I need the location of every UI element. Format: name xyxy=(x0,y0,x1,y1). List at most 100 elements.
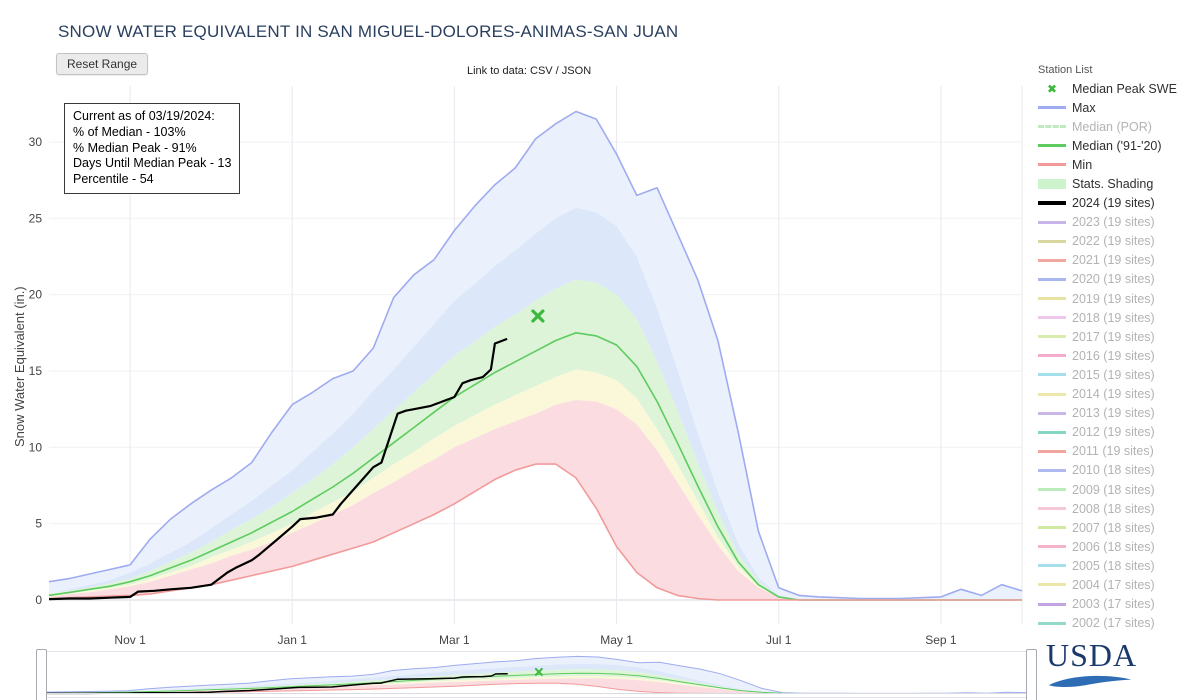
legend-swatch-icon xyxy=(1038,373,1066,377)
legend-item-label: 2021 (19 sites) xyxy=(1072,253,1155,268)
legend-item-label: 2017 (19 sites) xyxy=(1072,329,1155,344)
legend-swatch-icon xyxy=(1038,239,1066,243)
y-tick-label: 5 xyxy=(35,517,42,531)
legend-item-label: Median (POR) xyxy=(1072,119,1152,134)
page-title: SNOW WATER EQUIVALENT IN SAN MIGUEL-DOLO… xyxy=(58,22,679,41)
legend-swatch-icon xyxy=(1038,526,1066,530)
legend-item-2013-19-sites[interactable]: 2013 (19 sites) xyxy=(1038,404,1200,423)
x-tick-label: Sep 1 xyxy=(925,633,957,647)
legend-swatch-icon xyxy=(1038,430,1066,434)
legend-swatch-icon xyxy=(1038,545,1066,549)
legend-item-median-peak-swe[interactable]: ✖ Median Peak SWE xyxy=(1038,79,1200,98)
legend-swatch-icon xyxy=(1038,335,1066,339)
legend-item-2003-17-sites[interactable]: 2003 (17 sites) xyxy=(1038,595,1200,614)
legend-item-label: Median ('91-'20) xyxy=(1072,138,1162,153)
legend-item-label: 2015 (19 sites) xyxy=(1072,367,1155,382)
legend-item-2014-19-sites[interactable]: 2014 (19 sites) xyxy=(1038,385,1200,404)
legend-item-label: 2023 (19 sites) xyxy=(1072,215,1155,230)
legend-item-label: 2002 (17 sites) xyxy=(1072,616,1155,631)
x-tick-label: Mar 1 xyxy=(439,633,470,647)
current-status-annotation: Current as of 03/19/2024: % of Median - … xyxy=(64,103,241,194)
legend-item-label: 2020 (19 sites) xyxy=(1072,272,1155,287)
legend-item-2021-19-sites[interactable]: 2021 (19 sites) xyxy=(1038,251,1200,270)
legend-item-2005-18-sites[interactable]: 2005 (18 sites) xyxy=(1038,556,1200,575)
legend-item-2011-19-sites[interactable]: 2011 (19 sites) xyxy=(1038,442,1200,461)
legend-title: Station List xyxy=(1038,64,1093,76)
legend-swatch-icon xyxy=(1038,468,1066,472)
stats-shading-band xyxy=(49,400,1022,600)
legend-item-label: 2018 (19 sites) xyxy=(1072,310,1155,325)
legend-item-label: 2008 (18 sites) xyxy=(1072,501,1155,516)
y-tick-label: 0 xyxy=(35,593,42,607)
csv-link[interactable]: CSV xyxy=(530,65,553,77)
legend-item-stats-shading[interactable]: Stats. Shading xyxy=(1038,174,1200,193)
legend-item-label: 2014 (19 sites) xyxy=(1072,387,1155,402)
legend-item-label: 2005 (18 sites) xyxy=(1072,558,1155,573)
swe-2024-line xyxy=(48,337,508,601)
legend-item-2023-19-sites[interactable]: 2023 (19 sites) xyxy=(1038,213,1200,232)
legend-item-max[interactable]: Max xyxy=(1038,98,1200,117)
legend-item-2019-19-sites[interactable]: 2019 (19 sites) xyxy=(1038,289,1200,308)
usda-logo: USDA xyxy=(1046,638,1166,688)
legend-item-2004-17-sites[interactable]: 2004 (17 sites) xyxy=(1038,575,1200,594)
legend-swatch-icon xyxy=(1038,449,1066,453)
median-peak-swe-marker xyxy=(534,667,543,676)
legend-item-2008-18-sites[interactable]: 2008 (18 sites) xyxy=(1038,499,1200,518)
annotation-line: % of Median - 103% xyxy=(73,124,186,139)
legend-item-2012-19-sites[interactable]: 2012 (19 sites) xyxy=(1038,423,1200,442)
swe-2024-line xyxy=(45,672,508,695)
legend-item-2010-18-sites[interactable]: 2010 (18 sites) xyxy=(1038,461,1200,480)
annotation-line: % Median Peak - 91% xyxy=(73,140,197,155)
legend-item-2016-19-sites[interactable]: 2016 (19 sites) xyxy=(1038,346,1200,365)
legend-swatch-icon xyxy=(1038,277,1066,281)
station-list-legend: Station List ✖ Median Peak SWE Max Median (… xyxy=(1038,64,1200,632)
legend-swatch-icon xyxy=(1038,316,1066,320)
y-tick-label: 10 xyxy=(29,440,43,454)
y-tick-label: 30 xyxy=(29,135,43,149)
legend-swatch-icon xyxy=(1038,144,1066,148)
legend-swatch-icon xyxy=(1038,507,1066,511)
reset-range-button[interactable]: Reset Range xyxy=(56,53,149,75)
data-link-separator: / xyxy=(552,65,562,77)
stats-shading-band xyxy=(49,207,1022,600)
legend-swatch-icon xyxy=(1038,583,1066,587)
legend-item-median-91-20[interactable]: Median ('91-'20) xyxy=(1038,136,1200,155)
legend-item-2022-19-sites[interactable]: 2022 (19 sites) xyxy=(1038,232,1200,251)
range-slider-svg xyxy=(44,655,1028,695)
legend-item-label: 2010 (18 sites) xyxy=(1072,463,1155,478)
legend-item-label: 2007 (18 sites) xyxy=(1072,520,1155,535)
main-chart-plot-area[interactable]: 0 5 10 15 20 25 30 Nov 1 Jan 1 Mar 1 May 1 Jul 1 Sep… xyxy=(20,78,1035,650)
annotation-line: Days Until Median Peak - 13 xyxy=(73,156,232,171)
legend-items: ✖ Median Peak SWE Max Median (POR) Median ('… xyxy=(1038,79,1200,632)
legend-item-min[interactable]: Min xyxy=(1038,155,1200,174)
legend-item-2018-19-sites[interactable]: 2018 (19 sites) xyxy=(1038,308,1200,327)
legend-item-label: 2006 (18 sites) xyxy=(1072,539,1155,554)
legend-item-label: Max xyxy=(1072,100,1096,115)
legend-item-2020-19-sites[interactable]: 2020 (19 sites) xyxy=(1038,270,1200,289)
range-slider-right-handle[interactable] xyxy=(1026,649,1037,700)
stats-shading-band xyxy=(49,279,1022,600)
stats-shading-band xyxy=(49,111,1022,600)
data-link-prefix: Link to data: xyxy=(467,65,530,77)
x-tick-label: Nov 1 xyxy=(114,633,146,647)
legend-item-2007-18-sites[interactable]: 2007 (18 sites) xyxy=(1038,518,1200,537)
legend-swatch-icon xyxy=(1038,621,1066,625)
stats-shading-band xyxy=(45,676,1028,694)
range-slider[interactable] xyxy=(42,651,1030,698)
legend-swatch-icon xyxy=(1038,258,1066,262)
json-link[interactable]: JSON xyxy=(561,65,592,77)
legend-item-2015-19-sites[interactable]: 2015 (19 sites) xyxy=(1038,365,1200,384)
legend-item-label: Median Peak SWE xyxy=(1072,81,1177,96)
legend-item-label: 2009 (18 sites) xyxy=(1072,482,1155,497)
legend-item-2006-18-sites[interactable]: 2006 (18 sites) xyxy=(1038,537,1200,556)
legend-swatch-icon xyxy=(1038,106,1066,110)
legend-item-2002-17-sites[interactable]: 2002 (17 sites) xyxy=(1038,614,1200,632)
legend-item-2017-19-sites[interactable]: 2017 (19 sites) xyxy=(1038,327,1200,346)
legend-item-2024-19-sites[interactable]: 2024 (19 sites) xyxy=(1038,194,1200,213)
legend-item-2009-18-sites[interactable]: 2009 (18 sites) xyxy=(1038,480,1200,499)
annotation-line: Current as of 03/19/2024: xyxy=(73,109,215,123)
legend-item-median-por[interactable]: Median (POR) xyxy=(1038,117,1200,136)
range-slider-left-handle[interactable] xyxy=(36,649,47,700)
legend-swatch-icon xyxy=(1038,125,1066,129)
